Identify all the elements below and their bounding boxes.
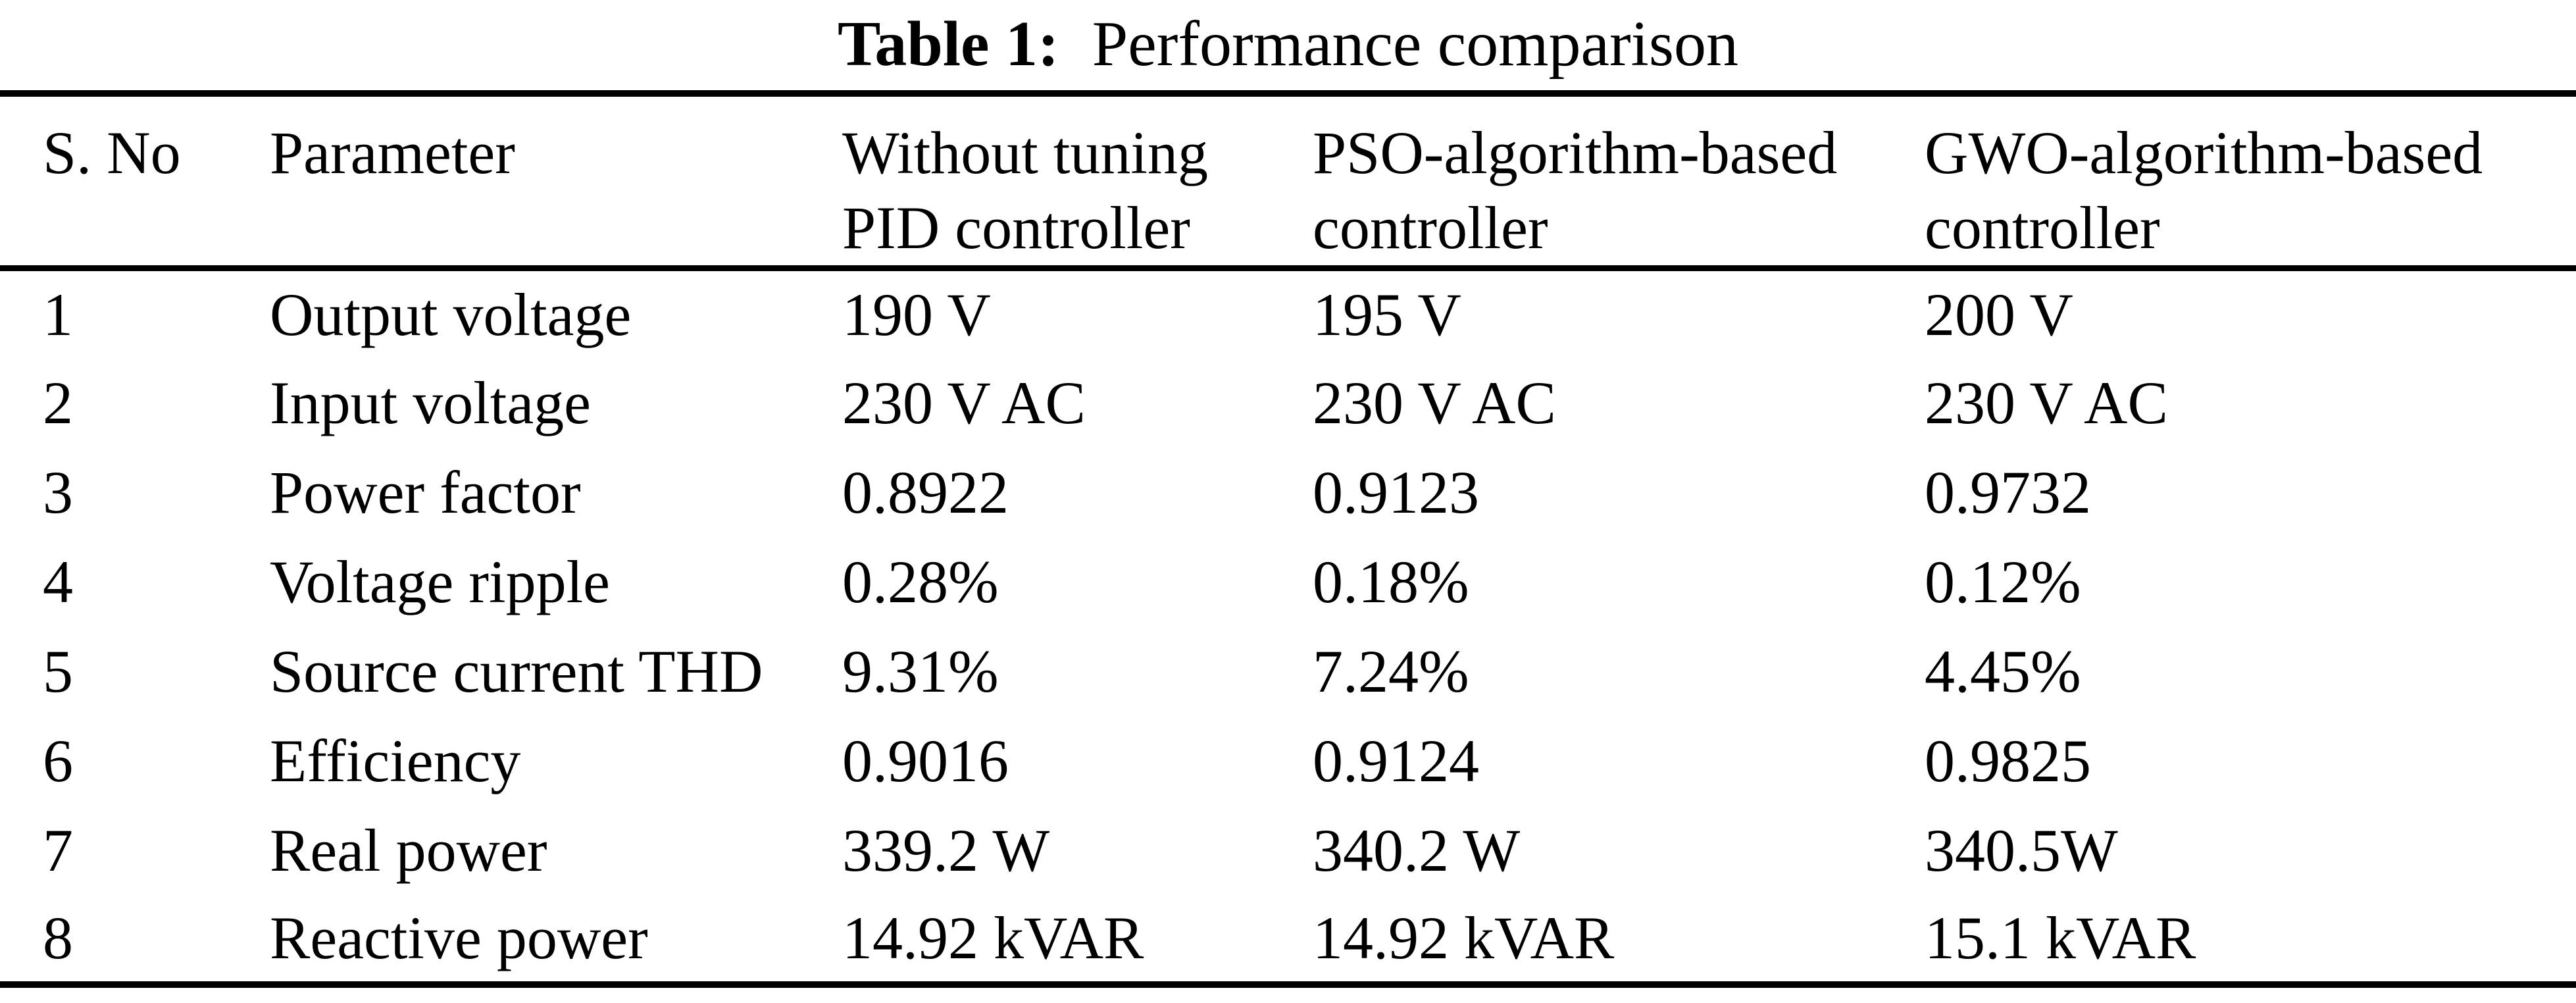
table-row: 8 Reactive power 14.92 kVAR 14.92 kVAR 1…: [0, 895, 2576, 985]
table-cell-param: Reactive power: [270, 904, 648, 971]
table-cell-value: 15.1 kVAR: [1925, 904, 2196, 971]
table-cell-value: 340.2 W: [1313, 816, 1521, 884]
col-header-gwo: GWO-algorithm-based controller: [1925, 93, 2576, 271]
table-cell-sno: 3: [43, 458, 73, 526]
table-cell-param: Voltage ripple: [270, 548, 610, 615]
table-cell-param: Source current THD: [270, 637, 763, 705]
table-cell-value: 0.9123: [1313, 458, 1479, 526]
col-header-sno: S. No: [0, 93, 270, 271]
table-cell-param: Input voltage: [270, 369, 591, 436]
table-cell-value: 0.18%: [1313, 548, 1469, 615]
header-line-1: S. No: [43, 119, 181, 186]
table-cell-value: 200 V: [1925, 280, 2073, 348]
table-cell-value: 0.12%: [1925, 548, 2081, 615]
header-row: S. No Parameter Without tuning PID contr…: [0, 93, 2576, 271]
table-row: 3 Power factor 0.8922 0.9123 0.9732: [0, 448, 2576, 537]
table-cell-value: 0.9124: [1313, 727, 1479, 794]
table-cell-value: 14.92 kVAR: [842, 904, 1144, 971]
header-line-1: PSO-algorithm-based: [1313, 119, 1838, 186]
table-cell-value: 7.24%: [1313, 637, 1469, 705]
table-cell-value: 0.9732: [1925, 458, 2091, 526]
table-cell-value: 230 V AC: [1925, 369, 2168, 436]
table-cell-value: 340.5W: [1925, 816, 2118, 884]
table-cell-value: 0.9016: [842, 727, 1009, 794]
col-header-parameter: Parameter: [270, 93, 842, 271]
col-header-pso: PSO-algorithm-based controller: [1313, 93, 1925, 271]
table-row: 7 Real power 339.2 W 340.2 W 340.5W: [0, 806, 2576, 895]
table-cell-value: 190 V: [842, 280, 991, 348]
table-cell-param: Output voltage: [270, 280, 632, 348]
header-line-2: PID controller: [842, 194, 1190, 261]
table-caption-title: Performance comparison: [1092, 9, 1739, 80]
table-cell-param: Efficiency: [270, 727, 521, 794]
table-cell-sno: 2: [43, 369, 73, 436]
table-cell-value: 0.9825: [1925, 727, 2091, 794]
table-cell-sno: 7: [43, 816, 73, 884]
table-cell-sno: 8: [43, 904, 73, 971]
table-caption: Table 1: Performance comparison: [0, 0, 2576, 90]
performance-comparison-table: S. No Parameter Without tuning PID contr…: [0, 90, 2576, 988]
header-line-1: GWO-algorithm-based: [1925, 119, 2483, 186]
table-cell-value: 4.45%: [1925, 637, 2081, 705]
table-cell-value: 0.8922: [842, 458, 1009, 526]
table-cell-sno: 6: [43, 727, 73, 794]
table-row: 1 Output voltage 190 V 195 V 200 V: [0, 269, 2576, 358]
table-cell-sno: 4: [43, 548, 73, 615]
table-cell-sno: 5: [43, 637, 73, 705]
table-cell-value: 230 V AC: [1313, 369, 1556, 436]
table-caption-label: Table 1:: [837, 9, 1059, 80]
table-row: 5 Source current THD 9.31% 7.24% 4.45%: [0, 627, 2576, 716]
header-line-1: Parameter: [270, 119, 515, 186]
table-cell-param: Power factor: [270, 458, 581, 526]
table-cell-value: 0.28%: [842, 548, 999, 615]
table-cell-param: Real power: [270, 816, 547, 884]
table-cell-value: 195 V: [1313, 280, 1461, 348]
table-cell-value: 9.31%: [842, 637, 999, 705]
header-line-2: controller: [1313, 194, 1548, 261]
col-header-without-tuning: Without tuning PID controller: [842, 93, 1313, 271]
header-line-1: Without tuning: [842, 119, 1208, 186]
table-row: 6 Efficiency 0.9016 0.9124 0.9825: [0, 716, 2576, 806]
table-cell-sno: 1: [43, 280, 73, 348]
table-row: 2 Input voltage 230 V AC 230 V AC 230 V …: [0, 358, 2576, 448]
table-cell-value: 339.2 W: [842, 816, 1050, 884]
table-cell-value: 14.92 kVAR: [1313, 904, 1615, 971]
table-row: 4 Voltage ripple 0.28% 0.18% 0.12%: [0, 537, 2576, 627]
header-line-2: controller: [1925, 194, 2160, 261]
table-cell-value: 230 V AC: [842, 369, 1086, 436]
